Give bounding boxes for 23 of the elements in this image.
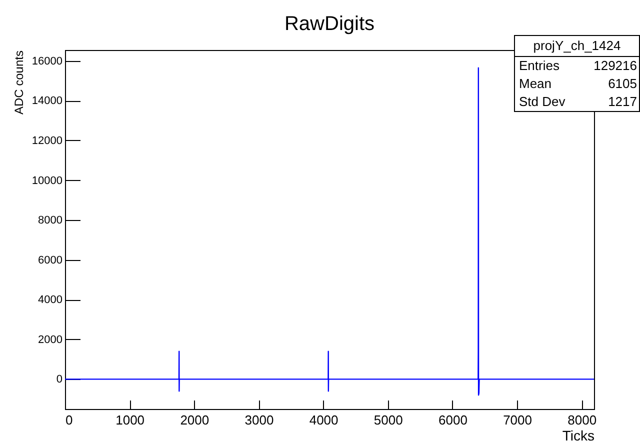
y-tick-label: 4000 <box>38 294 62 306</box>
y-tick-label: 2000 <box>38 334 62 346</box>
statistics-box: projY_ch_1424 Entries 129216 Mean 6105 Std Dev 1217 <box>514 35 640 112</box>
y-tick-label: 14000 <box>32 95 62 108</box>
x-tick-label: 8000 <box>568 412 597 428</box>
y-tick-label: 16000 <box>32 55 62 68</box>
y-tick-label: 0 <box>56 374 62 386</box>
y-tick-label: 6000 <box>38 254 62 266</box>
y-tick-label: 8000 <box>38 214 62 227</box>
x-tick-label: 4000 <box>309 412 338 428</box>
y-tick-label: 12000 <box>32 134 62 147</box>
x-axis-title: Ticks <box>562 428 594 442</box>
y-axis-title: ADC counts <box>12 50 26 115</box>
x-tick-label: 1000 <box>116 412 145 428</box>
x-tick-label: 2000 <box>180 412 210 428</box>
x-tick-label: 0 <box>66 412 73 428</box>
x-tick-label: 6000 <box>438 412 468 428</box>
chart-title: RawDigits <box>284 13 375 35</box>
annotation: projY_ch_1424 <box>515 36 639 57</box>
x-tick-label: 3000 <box>244 412 274 428</box>
y-tick-label: 10000 <box>32 174 62 187</box>
x-tick-label: 7000 <box>503 412 532 428</box>
x-tick-label: 5000 <box>374 412 403 428</box>
